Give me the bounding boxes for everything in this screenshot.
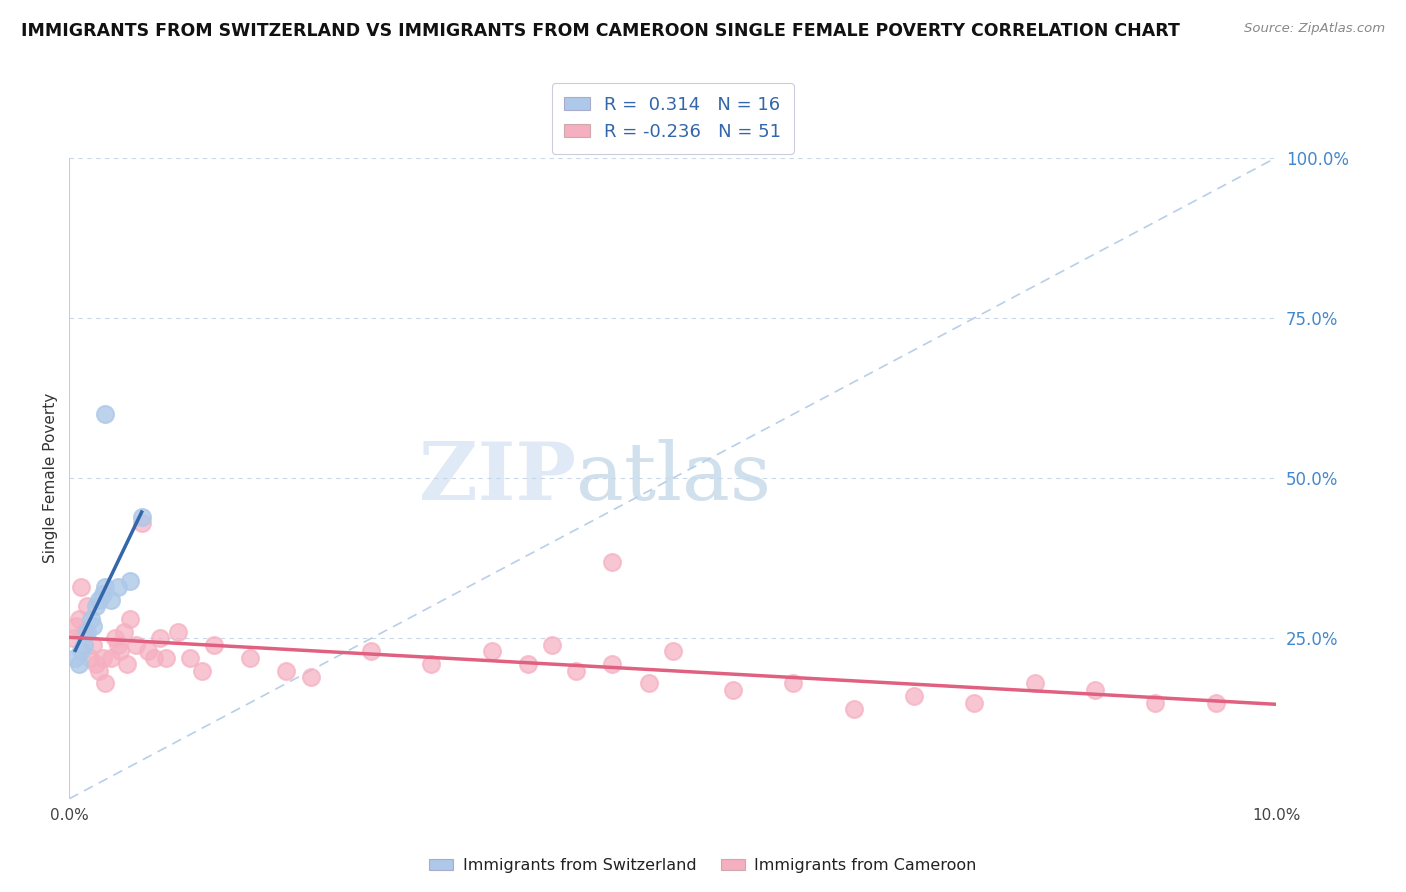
Legend: Immigrants from Switzerland, Immigrants from Cameroon: Immigrants from Switzerland, Immigrants … — [423, 852, 983, 880]
Point — [360, 644, 382, 658]
Text: ZIP: ZIP — [419, 439, 576, 517]
Point — [94, 580, 117, 594]
Point — [73, 625, 96, 640]
Point — [541, 638, 564, 652]
Point — [142, 650, 165, 665]
Point — [782, 676, 804, 690]
Point — [89, 593, 111, 607]
Y-axis label: Single Female Poverty: Single Female Poverty — [44, 393, 58, 564]
Point — [1084, 682, 1107, 697]
Point — [107, 580, 129, 594]
Point — [94, 407, 117, 421]
Legend: R =  0.314   N = 16, R = -0.236   N = 51: R = 0.314 N = 16, R = -0.236 N = 51 — [551, 83, 793, 153]
Point — [65, 650, 87, 665]
Point — [100, 593, 122, 607]
Point — [82, 618, 104, 632]
Point — [115, 657, 138, 672]
Point — [1205, 696, 1227, 710]
Point — [721, 682, 744, 697]
Point — [602, 555, 624, 569]
Point — [91, 586, 114, 600]
Point — [1144, 696, 1167, 710]
Point — [239, 650, 262, 665]
Point — [107, 638, 129, 652]
Point — [903, 689, 925, 703]
Point — [166, 625, 188, 640]
Point — [131, 509, 153, 524]
Point — [118, 574, 141, 588]
Point — [661, 644, 683, 658]
Point — [94, 676, 117, 690]
Point — [104, 632, 127, 646]
Point — [299, 670, 322, 684]
Point — [80, 612, 103, 626]
Point — [124, 638, 146, 652]
Point — [276, 664, 298, 678]
Point — [637, 676, 659, 690]
Point — [89, 664, 111, 678]
Point — [91, 650, 114, 665]
Point — [76, 625, 98, 640]
Point — [62, 632, 84, 646]
Point — [149, 632, 172, 646]
Point — [191, 664, 214, 678]
Point — [73, 638, 96, 652]
Point — [202, 638, 225, 652]
Point — [76, 599, 98, 614]
Point — [136, 644, 159, 658]
Point — [155, 650, 177, 665]
Point — [842, 702, 865, 716]
Point — [100, 650, 122, 665]
Text: atlas: atlas — [576, 439, 772, 517]
Point — [84, 599, 107, 614]
Point — [84, 657, 107, 672]
Point — [963, 696, 986, 710]
Point — [82, 638, 104, 652]
Point — [67, 612, 90, 626]
Point — [70, 644, 93, 658]
Point — [108, 644, 131, 658]
Text: Source: ZipAtlas.com: Source: ZipAtlas.com — [1244, 22, 1385, 36]
Point — [516, 657, 538, 672]
Point — [481, 644, 503, 658]
Point — [79, 650, 101, 665]
Point — [179, 650, 201, 665]
Point — [1024, 676, 1046, 690]
Point — [602, 657, 624, 672]
Point — [131, 516, 153, 530]
Point — [67, 657, 90, 672]
Point — [118, 612, 141, 626]
Point — [565, 664, 588, 678]
Point — [420, 657, 443, 672]
Point — [112, 625, 135, 640]
Point — [65, 618, 87, 632]
Point — [70, 580, 93, 594]
Text: IMMIGRANTS FROM SWITZERLAND VS IMMIGRANTS FROM CAMEROON SINGLE FEMALE POVERTY CO: IMMIGRANTS FROM SWITZERLAND VS IMMIGRANT… — [21, 22, 1180, 40]
